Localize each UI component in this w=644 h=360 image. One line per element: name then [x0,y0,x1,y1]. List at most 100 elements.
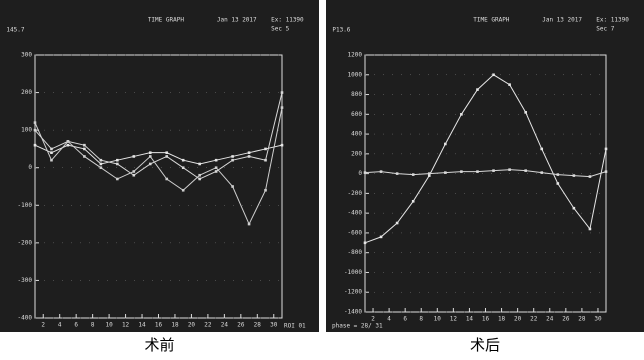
data-point [165,155,168,158]
data-point [67,144,70,147]
header-text: P13.6 [332,27,350,34]
x-tick-label: 4 [387,316,391,323]
data-point [215,159,218,162]
data-point [605,148,608,151]
x-tick-label: 12 [450,316,458,323]
x-tick-label: 30 [594,316,602,323]
y-tick-label: -400 [18,315,33,322]
data-point [248,151,251,154]
x-tick-label: 16 [482,316,490,323]
data-point [149,163,152,166]
data-point [215,170,218,173]
x-tick-label: 24 [546,316,554,323]
data-point [198,174,201,177]
x-tick-label: 6 [74,322,78,329]
x-tick-label: 10 [434,316,442,323]
data-point [396,222,399,225]
data-point [198,163,201,166]
data-point [133,174,136,177]
y-tick-label: 200 [351,150,362,157]
y-tick-label: 600 [351,111,362,118]
x-tick-label: 16 [155,322,163,329]
x-tick-label: 20 [514,316,522,323]
data-point [83,155,86,158]
y-tick-label: 200 [21,89,32,96]
data-point [540,171,543,174]
x-tick-label: 8 [91,322,95,329]
data-point [428,172,431,175]
data-point [165,178,168,181]
data-point [231,155,234,158]
data-point [540,148,543,151]
data-point [248,155,251,158]
x-tick-label: 26 [237,322,245,329]
x-tick-label: 26 [562,316,570,323]
x-tick-label: 6 [403,316,407,323]
data-point [605,170,608,173]
data-point [476,88,479,91]
data-point [83,148,86,151]
data-point [281,144,284,147]
y-tick-label: 0 [358,170,362,177]
data-point [444,143,447,146]
data-point [198,178,201,181]
data-point [444,171,447,174]
x-tick-label: 28 [578,316,586,323]
graph-title: TIME GRAPH [473,17,510,24]
data-point [508,83,511,86]
data-point [589,175,592,178]
data-point [149,151,152,154]
data-point [182,159,185,162]
data-point [589,228,592,231]
y-tick-label: 1000 [348,71,363,78]
data-point [264,189,267,192]
data-point [50,148,53,151]
data-point [182,189,185,192]
y-tick-label: -600 [348,229,363,236]
caption: 术后 [470,336,500,354]
data-point [67,140,70,143]
data-point [50,151,53,154]
x-tick-label: 4 [58,322,62,329]
data-point [264,148,267,151]
caption: 术前 [144,336,174,354]
y-tick-label: -1400 [344,309,362,316]
data-point [50,159,53,162]
y-tick-label: 300 [21,52,32,59]
data-point [248,223,251,226]
y-tick-label: 800 [351,91,362,98]
data-point [380,236,383,239]
data-point [460,113,463,116]
x-tick-label: 10 [105,322,113,329]
footer-text: ROI 01 [284,323,306,330]
graph-title: TIME GRAPH [148,17,185,24]
data-point [508,168,511,171]
data-point [116,163,119,166]
x-tick-label: 2 [371,316,375,323]
data-point [573,174,576,177]
data-point [100,166,103,169]
data-point [281,106,284,109]
header-text: Sec 5 [271,26,289,33]
data-point [492,73,495,76]
data-point [557,182,560,185]
header-text: Ex: 11390 [271,17,304,24]
screen [326,0,644,332]
header-text: Sec 7 [596,26,614,33]
data-point [412,173,415,176]
x-tick-label: 20 [188,322,196,329]
data-point [34,121,37,124]
x-tick-label: 18 [171,322,179,329]
header-text: Jan 13 2017 [217,17,257,24]
data-point [231,159,234,162]
x-tick-label: 18 [498,316,506,323]
x-tick-label: 14 [138,322,146,329]
y-tick-label: -800 [348,249,363,256]
x-tick-label: 12 [122,322,130,329]
data-point [34,129,37,132]
data-point [460,170,463,173]
data-point [83,144,86,147]
data-point [364,242,367,245]
data-point [100,159,103,162]
data-point [396,172,399,175]
